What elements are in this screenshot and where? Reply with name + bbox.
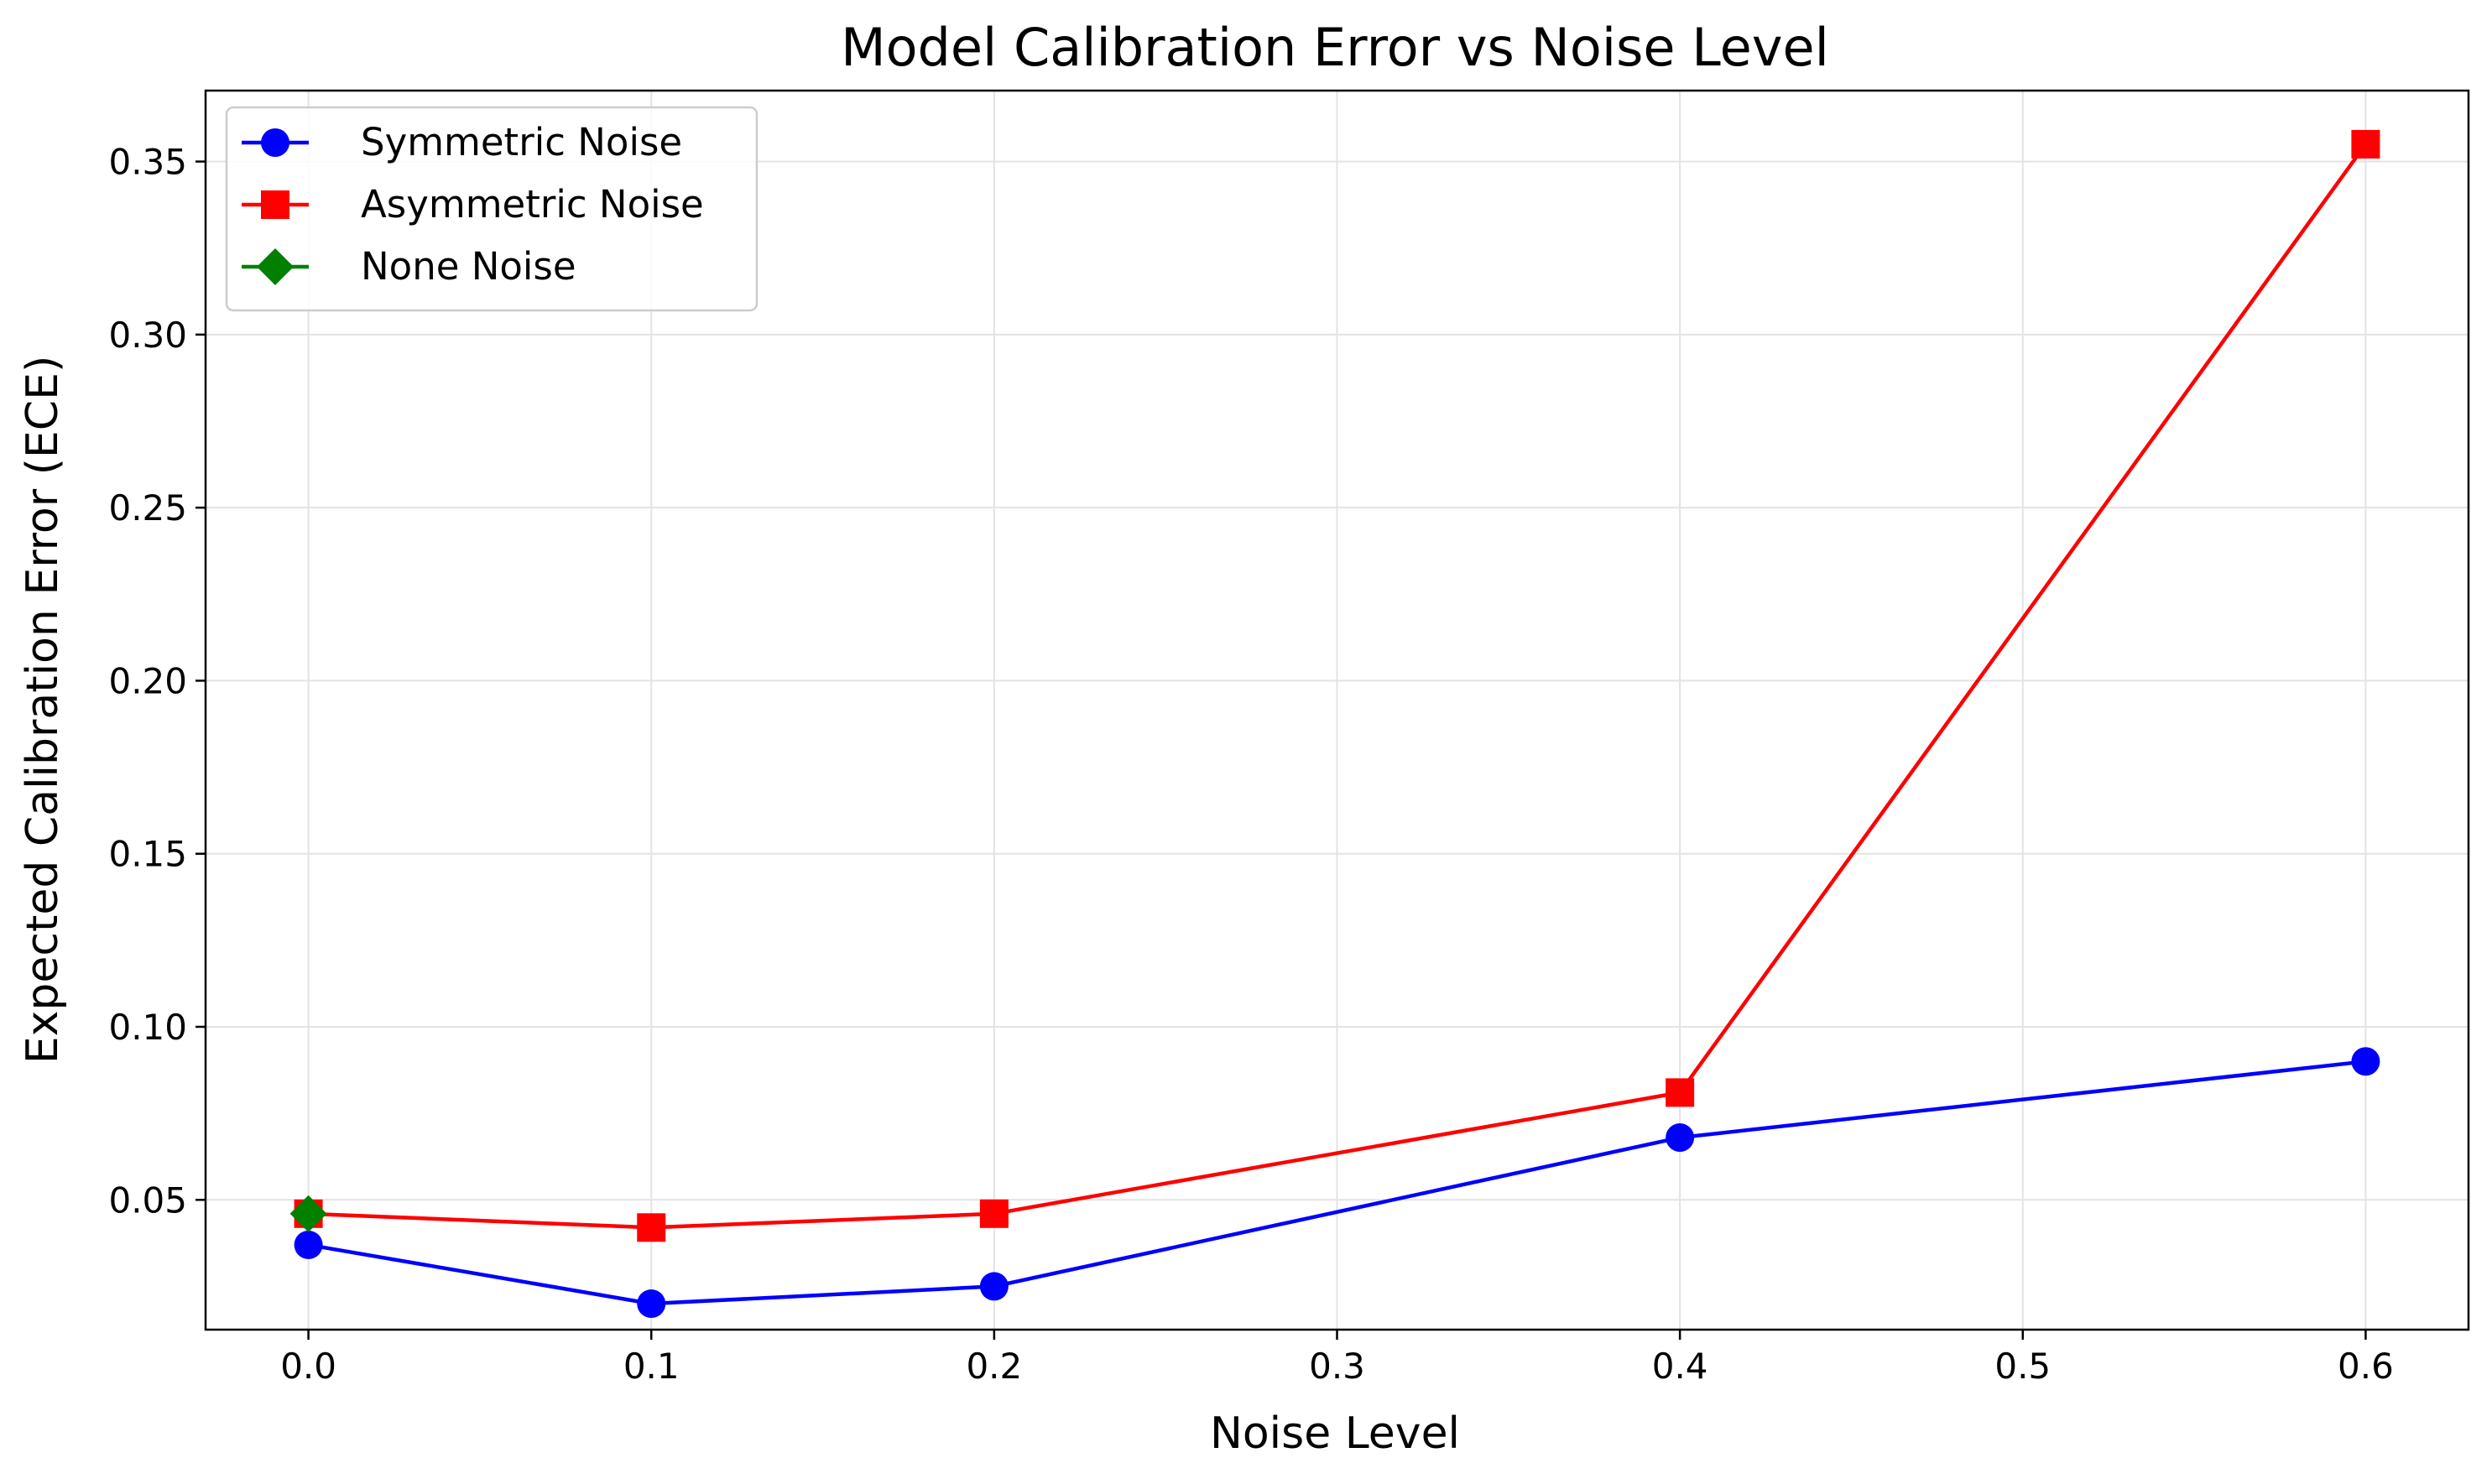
legend-label: Asymmetric Noise — [361, 182, 704, 227]
series-none-noise — [289, 1195, 327, 1232]
series-layer — [289, 129, 2380, 1319]
data-point-symmetric-noise — [1666, 1123, 1695, 1153]
x-tick-label: 0.0 — [280, 1346, 336, 1387]
y-axis-title: Expected Calibration Error (ECE) — [18, 356, 68, 1064]
legend-label: None Noise — [361, 244, 576, 289]
legend-marker — [261, 128, 289, 157]
grid — [206, 91, 2469, 1330]
data-point-symmetric-noise — [2351, 1047, 2380, 1076]
y-tick-label: 0.25 — [108, 487, 187, 529]
x-axis-title: Noise Level — [1210, 1408, 1460, 1459]
y-tick-label: 0.05 — [108, 1179, 187, 1221]
y-tick-label: 0.15 — [108, 834, 187, 875]
legend: Symmetric Noise Asymmetric Noise None Nois… — [225, 106, 759, 312]
data-point-none-noise — [289, 1195, 327, 1232]
x-tick-label: 0.6 — [2338, 1346, 2394, 1387]
x-tick-label: 0.5 — [1994, 1346, 2051, 1387]
y-tick-label: 0.20 — [108, 660, 187, 701]
series-symmetric-noise — [294, 1047, 2380, 1319]
x-tick-label: 0.2 — [966, 1346, 1022, 1387]
legend-item-symmetric-noise: Symmetric Noise — [242, 120, 682, 164]
data-point-asymmetric-noise — [2351, 129, 2380, 159]
legend-label: Symmetric Noise — [361, 120, 682, 164]
data-point-asymmetric-noise — [1666, 1078, 1695, 1107]
data-point-symmetric-noise — [637, 1289, 666, 1319]
data-point-asymmetric-noise — [979, 1199, 1009, 1228]
legend-item-asymmetric-noise: Asymmetric Noise — [242, 182, 704, 227]
legend-marker — [261, 190, 289, 219]
legend-box — [225, 106, 759, 312]
data-point-asymmetric-noise — [637, 1213, 666, 1242]
x-tick-label: 0.1 — [623, 1346, 680, 1387]
x-tick-label: 0.3 — [1309, 1346, 1365, 1387]
data-point-symmetric-noise — [979, 1272, 1009, 1301]
chart-title: Model Calibration Error vs Noise Level — [841, 17, 1829, 78]
data-point-symmetric-noise — [294, 1230, 323, 1259]
legend-marker — [257, 248, 294, 285]
axis-ticks: 0.0 0.1 0.2 0.3 0.4 0.5 0.6 0.05 0.10 0.15 0.20 0.2… — [108, 142, 2393, 1387]
y-tick-label: 0.35 — [108, 142, 187, 183]
y-tick-label: 0.30 — [108, 315, 187, 356]
legend-item-none-noise: None Noise — [242, 244, 576, 289]
y-tick-label: 0.10 — [108, 1007, 187, 1048]
x-tick-label: 0.4 — [1652, 1346, 1708, 1387]
